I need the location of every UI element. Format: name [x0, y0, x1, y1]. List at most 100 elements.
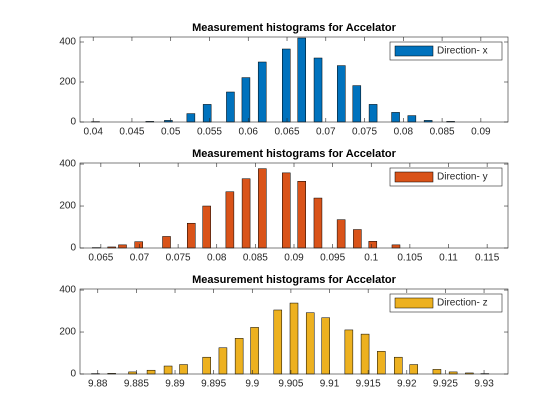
legend-swatch: [394, 297, 434, 309]
bar: [118, 244, 127, 249]
bar: [313, 197, 323, 249]
x-tick-label: 9.91: [320, 379, 340, 390]
x-tick-label: 0.105: [397, 253, 422, 264]
y-tick-label: 0: [70, 117, 76, 128]
x-tick-label: 9.92: [397, 379, 417, 390]
legend-label: Direction- y: [437, 172, 488, 183]
bar: [282, 172, 291, 249]
bar: [225, 191, 235, 249]
legend-swatch: [394, 171, 434, 183]
bar: [257, 61, 267, 123]
bar: [391, 112, 400, 123]
x-tick-label: 0.08: [394, 127, 414, 138]
bar: [377, 351, 386, 375]
x-tick-label: 0.065: [275, 127, 300, 138]
y-tick-label: 0: [70, 369, 76, 380]
x-tick-label: 0.07: [130, 253, 150, 264]
x-tick-label: 0.1: [364, 253, 378, 264]
chart-title: Measurement histograms for Accelator: [192, 148, 396, 160]
bar: [368, 241, 378, 249]
y-tick-label: 400: [59, 159, 76, 170]
bar: [344, 329, 354, 375]
bar: [281, 48, 291, 123]
bar: [258, 168, 267, 249]
bar: [163, 365, 173, 375]
bar: [353, 229, 362, 249]
bar: [273, 309, 283, 375]
y-tick-label: 0: [70, 243, 76, 254]
x-tick-label: 0.075: [352, 127, 377, 138]
x-tick-label: 9.885: [124, 379, 149, 390]
bar: [391, 244, 401, 249]
bar: [146, 369, 156, 375]
bar: [202, 104, 212, 123]
bar: [297, 181, 306, 249]
chart-title: Measurement histograms for Accelator: [192, 22, 396, 34]
x-tick-label: 0.085: [243, 253, 268, 264]
x-tick-label: 0.08: [207, 253, 227, 264]
x-tick-label: 9.9: [245, 379, 259, 390]
x-tick-label: 0.045: [119, 127, 144, 138]
bar: [337, 65, 346, 123]
x-tick-label: 0.115: [475, 253, 500, 264]
y-tick-label: 200: [59, 327, 76, 338]
bar: [202, 356, 211, 375]
bar: [297, 37, 307, 123]
x-tick-label: 9.89: [165, 379, 185, 390]
axes-box: [79, 36, 509, 123]
x-tick-label: 0.07: [316, 127, 336, 138]
bar: [179, 364, 188, 375]
y-tick-label: 200: [59, 201, 76, 212]
chart-title: Measurement histograms for Accelator: [192, 274, 396, 286]
legend-label: Direction- x: [437, 46, 488, 57]
bar: [432, 369, 442, 375]
bar: [321, 317, 330, 375]
x-tick-label: 0.085: [430, 127, 455, 138]
bar: [368, 104, 378, 123]
y-tick-label: 200: [59, 77, 76, 88]
x-tick-label: 0.05: [161, 127, 181, 138]
x-tick-label: 0.055: [197, 127, 222, 138]
bar: [134, 241, 143, 249]
x-tick-label: 0.09: [284, 253, 304, 264]
y-tick-label: 400: [59, 37, 76, 48]
legend-label: Direction- z: [437, 298, 488, 309]
bar: [202, 205, 211, 249]
bar: [234, 338, 244, 375]
legend-swatch: [394, 45, 434, 57]
x-tick-label: 9.93: [474, 379, 494, 390]
bar: [409, 364, 418, 375]
bar: [352, 85, 362, 123]
bar: [313, 57, 323, 123]
bar: [186, 222, 196, 249]
bar: [241, 77, 251, 123]
bar: [336, 219, 346, 249]
x-tick-label: 0.04: [83, 127, 103, 138]
bar: [394, 356, 403, 375]
bar: [448, 371, 458, 375]
bar: [289, 302, 299, 375]
x-tick-label: 9.925: [433, 379, 458, 390]
bar: [241, 178, 251, 249]
bar: [128, 371, 137, 375]
x-tick-label: 0.06: [239, 127, 259, 138]
x-tick-label: 0.095: [320, 253, 345, 264]
x-tick-label: 0.065: [88, 253, 113, 264]
bar: [162, 236, 171, 249]
x-tick-label: 0.11: [439, 253, 458, 264]
bar: [250, 327, 259, 375]
x-tick-label: 9.895: [201, 379, 226, 390]
x-tick-label: 9.905: [278, 379, 303, 390]
bar: [305, 312, 315, 375]
x-tick-label: 0.075: [166, 253, 191, 264]
bar: [218, 347, 228, 375]
axes-box: [79, 288, 509, 375]
bar: [407, 115, 417, 123]
x-tick-label: 9.915: [356, 379, 381, 390]
x-tick-label: 9.88: [88, 379, 108, 390]
bar: [226, 91, 235, 123]
bar: [360, 333, 370, 375]
bar: [186, 113, 196, 123]
y-tick-label: 400: [59, 285, 76, 296]
